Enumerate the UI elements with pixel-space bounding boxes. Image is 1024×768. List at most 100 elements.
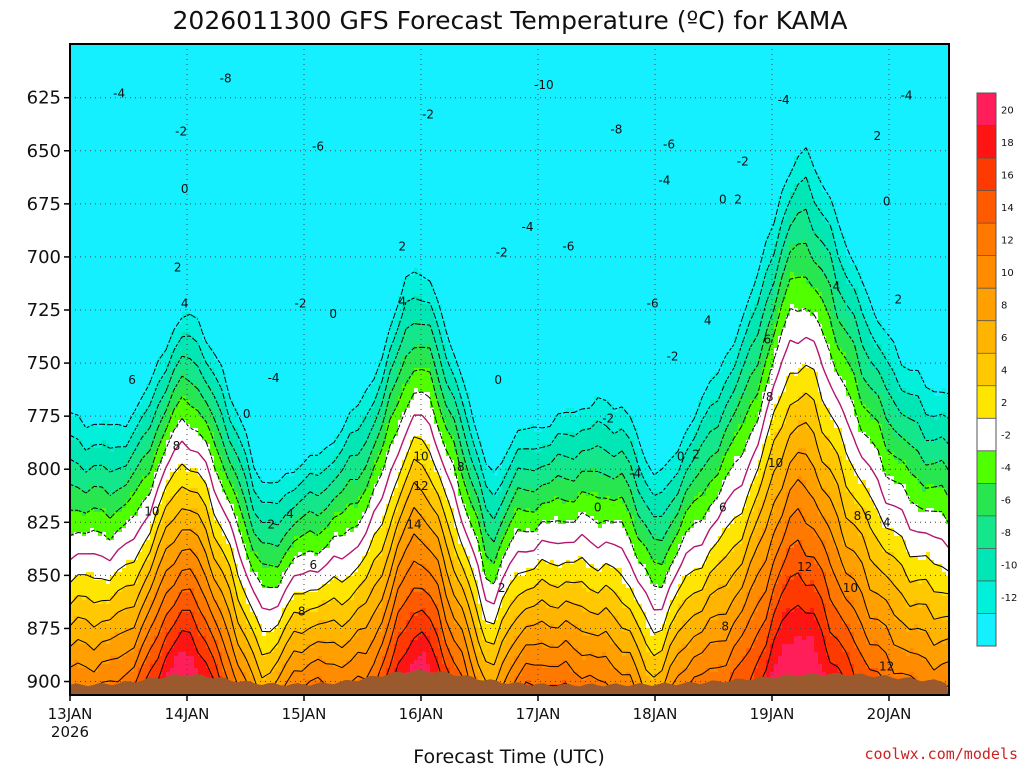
temperature-cell <box>710 116 715 121</box>
temperature-cell <box>90 44 95 49</box>
temperature-cell <box>158 112 163 117</box>
temperature-cell <box>822 96 827 101</box>
temperature-cell <box>514 68 519 73</box>
temperature-cell <box>590 84 595 89</box>
temperature-cell <box>822 116 827 121</box>
temperature-cell <box>910 88 915 93</box>
temperature-cell <box>330 88 335 93</box>
temperature-cell <box>914 84 919 89</box>
temperature-cell <box>390 104 395 109</box>
temperature-cell <box>606 64 611 69</box>
temperature-cell <box>794 52 799 57</box>
temperature-cell <box>486 88 491 93</box>
temperature-cell <box>438 84 443 89</box>
temperature-cell <box>454 116 459 121</box>
temperature-cell <box>882 56 887 61</box>
temperature-cell <box>870 72 875 77</box>
temperature-cell <box>394 48 399 53</box>
temperature-cell <box>810 108 815 113</box>
temperature-cell <box>526 56 531 61</box>
temperature-cell <box>262 96 267 101</box>
temperature-cell <box>558 52 563 57</box>
temperature-cell <box>282 104 287 109</box>
temperature-cell <box>574 68 579 73</box>
temperature-cell <box>538 112 543 117</box>
temperature-cell <box>682 104 687 109</box>
temperature-cell <box>674 112 679 117</box>
temperature-cell <box>246 104 251 109</box>
temperature-cell <box>94 116 99 121</box>
temperature-cell <box>150 48 155 53</box>
temperature-cell <box>222 124 227 129</box>
temperature-cell <box>942 72 947 77</box>
temperature-cell <box>478 84 483 89</box>
temperature-cell <box>226 96 231 101</box>
temperature-cell <box>594 80 599 85</box>
temperature-cell <box>250 88 255 93</box>
temperature-cell <box>410 92 415 97</box>
temperature-cell <box>526 100 531 105</box>
temperature-cell <box>662 128 667 133</box>
temperature-cell <box>870 116 875 121</box>
temperature-cell <box>254 100 259 105</box>
temperature-cell <box>458 84 463 89</box>
temperature-cell <box>238 76 243 81</box>
temperature-cell <box>494 96 499 101</box>
temperature-cell <box>618 60 623 65</box>
temperature-cell <box>138 100 143 105</box>
temperature-cell <box>882 48 887 53</box>
temperature-cell <box>910 60 915 65</box>
temperature-cell <box>102 132 107 137</box>
temperature-cell <box>414 120 419 125</box>
temperature-cell <box>406 52 411 57</box>
temperature-cell <box>134 48 139 53</box>
temperature-cell <box>746 68 751 73</box>
temperature-cell <box>690 108 695 113</box>
temperature-cell <box>542 52 547 57</box>
temperature-cell <box>98 104 103 109</box>
temperature-cell <box>526 68 531 73</box>
temperature-cell <box>498 44 503 49</box>
temperature-cell <box>238 108 243 113</box>
temperature-cell <box>698 72 703 77</box>
temperature-cell <box>346 100 351 105</box>
temperature-cell <box>530 84 535 89</box>
temperature-cell <box>314 100 319 105</box>
temperature-cell <box>318 64 323 69</box>
temperature-cell <box>894 60 899 65</box>
temperature-cell <box>246 44 251 49</box>
temperature-cell <box>170 92 175 97</box>
temperature-cell <box>438 104 443 109</box>
temperature-cell <box>442 64 447 69</box>
temperature-cell <box>802 60 807 65</box>
temperature-cell <box>522 124 527 129</box>
temperature-cell <box>526 72 531 77</box>
temperature-cell <box>174 104 179 109</box>
temperature-cell <box>898 96 903 101</box>
temperature-cell <box>926 112 931 117</box>
temperature-cell <box>318 88 323 93</box>
temperature-cell <box>906 68 911 73</box>
temperature-cell <box>390 92 395 97</box>
temperature-cell <box>910 124 915 129</box>
temperature-cell <box>546 56 551 61</box>
temperature-cell <box>378 84 383 89</box>
temperature-cell <box>478 44 483 49</box>
temperature-cell <box>770 96 775 101</box>
temperature-cell <box>742 88 747 93</box>
temperature-cell <box>734 124 739 129</box>
temperature-cell <box>446 92 451 97</box>
temperature-cell <box>922 84 927 89</box>
temperature-cell <box>270 124 275 129</box>
temperature-cell <box>930 104 935 109</box>
temperature-cell <box>470 64 475 69</box>
temperature-cell <box>822 60 827 65</box>
temperature-cell <box>490 48 495 53</box>
temperature-cell <box>386 92 391 97</box>
temperature-cell <box>338 124 343 129</box>
temperature-cell <box>342 72 347 77</box>
temperature-cell <box>622 124 627 129</box>
temperature-cell <box>446 132 451 137</box>
temperature-cell <box>914 92 919 97</box>
temperature-cell <box>586 80 591 85</box>
